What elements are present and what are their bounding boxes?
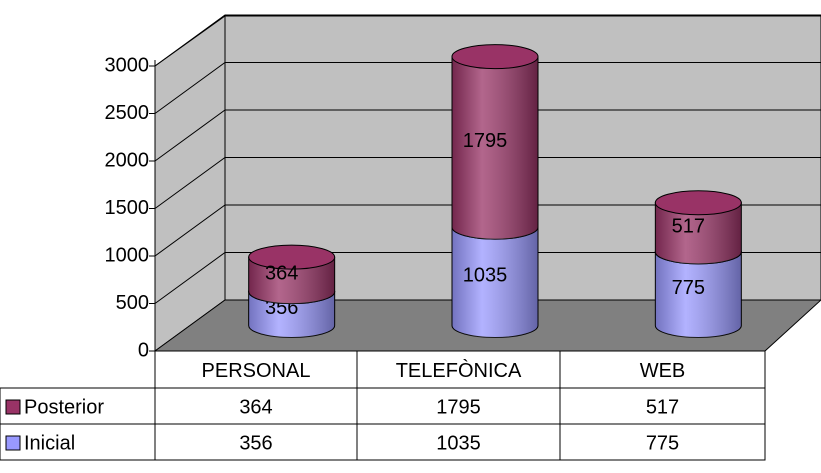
data-label: 364 — [265, 263, 298, 285]
grid-line — [154, 109, 821, 162]
table-value: 1795 — [436, 396, 481, 418]
table-value: 356 — [239, 432, 272, 454]
bar-top — [451, 44, 539, 70]
data-label: 517 — [672, 216, 705, 238]
x-tick-label: WEB — [640, 360, 686, 382]
bar-top — [654, 190, 742, 216]
grid-line — [154, 14, 821, 67]
bar-shade — [655, 251, 742, 338]
bar-shade — [248, 257, 335, 304]
x-tick-label: PERSONAL — [202, 360, 311, 382]
grid-line — [154, 157, 821, 209]
legend-key — [5, 399, 21, 415]
y-tick-label: 2000 — [105, 149, 150, 171]
y-tick-label: 1000 — [105, 244, 150, 266]
grid-line — [154, 252, 821, 304]
table-value: 775 — [646, 432, 679, 454]
y-tick-label: 500 — [116, 292, 149, 314]
bar-shade — [452, 56, 538, 240]
legend-label: Inicial — [24, 432, 75, 454]
grid-line — [154, 62, 821, 114]
bar-shade — [248, 291, 335, 338]
table-value: 364 — [239, 396, 272, 418]
table-value: 1035 — [436, 432, 481, 454]
y-tick-label: 2500 — [105, 102, 150, 124]
legend-label: Posterior — [24, 396, 104, 418]
data-label: 1035 — [463, 265, 508, 287]
data-label: 775 — [672, 277, 705, 299]
x-tick-label: TELEFÒNICA — [396, 359, 522, 382]
legend-key — [5, 435, 21, 451]
data-label: 1795 — [463, 130, 508, 152]
bar-top — [248, 244, 336, 270]
bar-shade — [655, 202, 742, 264]
bar-shade — [452, 227, 538, 338]
y-tick-label: 3000 — [105, 54, 150, 76]
y-tick-label: 0 — [138, 339, 149, 361]
grid-line — [154, 204, 821, 257]
table-value: 517 — [646, 396, 679, 418]
y-tick-label: 1500 — [105, 197, 150, 219]
